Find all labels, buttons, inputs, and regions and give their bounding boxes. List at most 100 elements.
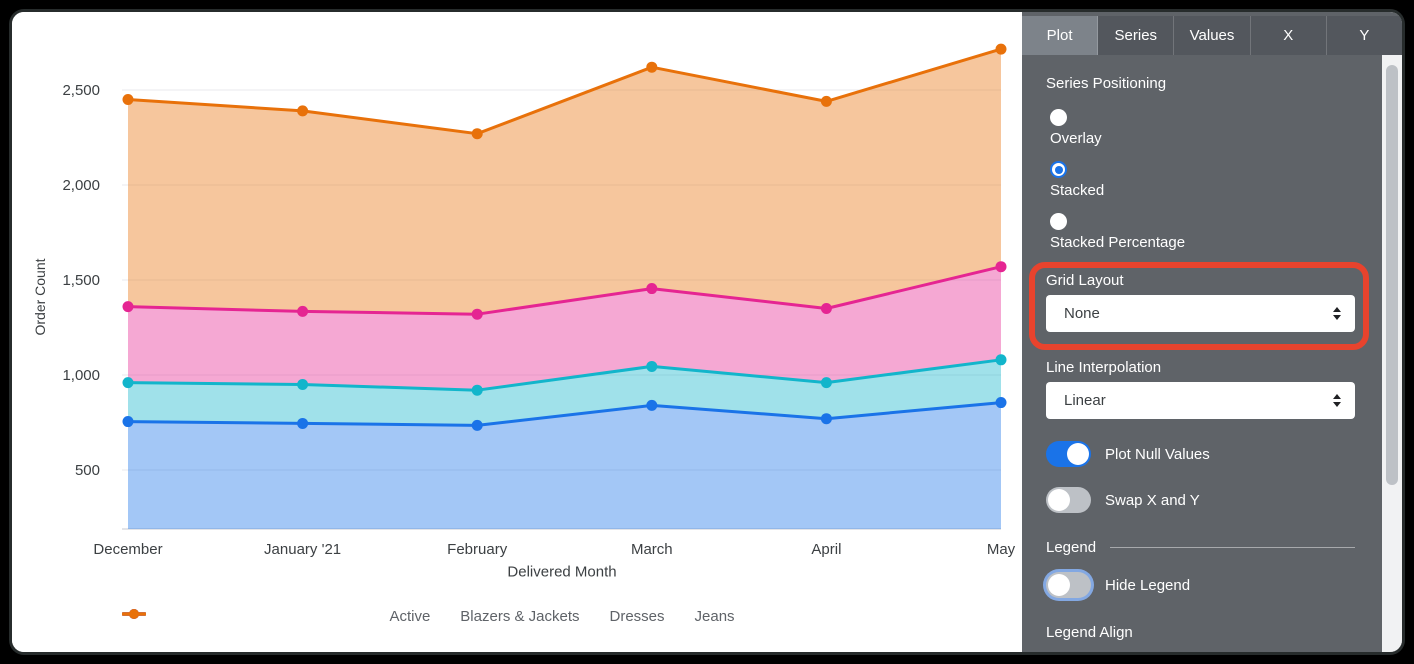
radio-stacked[interactable] [1050, 161, 1067, 178]
data-point-blazers-jackets[interactable] [820, 377, 832, 389]
y-tick-label: 2,000 [62, 177, 100, 194]
data-point-jeans[interactable] [122, 94, 134, 105]
data-point-active[interactable] [820, 413, 832, 425]
panel-scrollbar-track[interactable] [1382, 55, 1402, 652]
hide-legend-label: Hide Legend [1105, 576, 1191, 594]
swap-x-y-toggle[interactable] [1046, 487, 1091, 513]
grid-layout-label: Grid Layout [1046, 272, 1124, 289]
data-point-blazers-jackets[interactable] [471, 384, 483, 396]
y-axis-title: Order Count [32, 258, 48, 336]
plot-null-values-row: Plot Null Values [1046, 441, 1210, 467]
area-band-dresses [128, 266, 1001, 391]
legend-item-blazers-jackets[interactable]: Blazers & Jackets [122, 608, 580, 625]
data-point-jeans[interactable] [646, 61, 658, 73]
panel-tabs: Plot Series Values X Y [1022, 16, 1402, 55]
chart-legend: Active Blazers & Jackets Dresses Jeans [122, 608, 1002, 625]
radio-stacked-percentage[interactable] [1050, 213, 1067, 230]
data-point-active[interactable] [646, 399, 658, 411]
chart-canvas: 2,500 2,000 1,500 1,000 500 December January '… [62, 43, 1016, 558]
toggle-knob [1067, 443, 1089, 465]
radio-option-overlay: Overlay [1050, 109, 1185, 148]
line-interpolation-label: Line Interpolation [1046, 359, 1162, 376]
data-point-blazers-jackets[interactable] [297, 379, 309, 390]
updown-arrows-icon [1333, 394, 1341, 407]
x-tick-label: March [631, 541, 673, 558]
legend-item-jeans[interactable]: Jeans [122, 608, 735, 625]
y-tick-label: 500 [75, 462, 100, 479]
series-positioning-options: Overlay Stacked Stacked Percentage [1050, 109, 1185, 265]
x-tick-label: December [93, 541, 162, 558]
legend-label: Dresses [609, 608, 665, 625]
radio-label-stacked[interactable]: Stacked [1050, 182, 1105, 199]
settings-panel: Plot Series Values X Y Series Positioning Ov… [1022, 12, 1402, 652]
series-line-active [126, 401, 1003, 427]
series-line-jeans [126, 47, 1003, 136]
x-tick-label: February [447, 541, 508, 558]
data-point-dresses[interactable] [471, 308, 483, 320]
plot-null-values-toggle[interactable] [1046, 441, 1091, 467]
x-tick-label: May [987, 541, 1016, 558]
data-point-active[interactable] [471, 419, 483, 431]
radio-option-stacked: Stacked [1050, 161, 1185, 200]
radio-option-stacked-percentage: Stacked Percentage [1050, 213, 1185, 252]
area-band-active [128, 402, 1001, 529]
area-band-blazers-jackets [128, 359, 1001, 426]
grid-layout-select[interactable]: None [1046, 295, 1355, 332]
series-line-blazers-jackets [126, 358, 1003, 392]
y-tick-label: 2,500 [62, 82, 100, 99]
app-window: 2,500 2,000 1,500 1,000 500 December January '… [12, 12, 1402, 652]
legend-align-label: Legend Align [1046, 624, 1133, 641]
panel-scrollbar-thumb[interactable] [1386, 65, 1398, 485]
data-point-blazers-jackets[interactable] [995, 354, 1007, 366]
series-line-dresses [126, 265, 1003, 316]
tab-series[interactable]: Series [1098, 16, 1175, 55]
data-point-jeans[interactable] [297, 105, 309, 117]
data-point-active[interactable] [995, 397, 1007, 409]
legend-marker-icon [122, 609, 146, 619]
area-band-jeans [128, 49, 1001, 315]
legend-item-dresses[interactable]: Dresses [122, 608, 665, 625]
toggle-knob [1048, 489, 1070, 511]
data-point-dresses[interactable] [297, 305, 309, 317]
line-interpolation-select[interactable]: Linear [1046, 382, 1355, 419]
x-tick-label: January '21 [264, 541, 341, 558]
data-point-jeans[interactable] [471, 128, 483, 140]
swap-x-y-row: Swap X and Y [1046, 487, 1200, 513]
toggle-knob [1048, 574, 1070, 596]
data-point-jeans[interactable] [995, 43, 1007, 55]
data-point-dresses[interactable] [646, 283, 658, 295]
radio-overlay[interactable] [1050, 109, 1067, 126]
legend-section-title: Legend [1046, 539, 1097, 556]
swap-x-y-label: Swap X and Y [1105, 491, 1200, 509]
tab-values[interactable]: Values [1174, 16, 1251, 55]
radio-label-stacked-percentage[interactable]: Stacked Percentage [1050, 234, 1186, 251]
y-tick-label: 1,000 [62, 367, 100, 384]
updown-arrows-icon [1333, 307, 1341, 320]
data-point-blazers-jackets[interactable] [122, 377, 134, 389]
data-point-active[interactable] [122, 416, 134, 428]
legend-label: Blazers & Jackets [460, 608, 580, 625]
legend-item-active[interactable]: Active [122, 608, 431, 625]
series-positioning-label: Series Positioning [1046, 75, 1167, 92]
tab-x[interactable]: X [1251, 16, 1327, 55]
radio-label-overlay[interactable]: Overlay [1050, 130, 1102, 147]
data-point-blazers-jackets[interactable] [646, 360, 658, 372]
data-point-active[interactable] [297, 417, 309, 429]
hide-legend-row: Hide Legend [1046, 572, 1190, 598]
legend-section-header: Legend [1046, 539, 1355, 556]
tab-y[interactable]: Y [1359, 27, 1370, 44]
hide-legend-toggle[interactable] [1046, 572, 1091, 598]
legend-label: Active [389, 608, 431, 625]
plot-null-values-label: Plot Null Values [1105, 445, 1210, 463]
data-point-dresses[interactable] [122, 301, 134, 313]
data-point-jeans[interactable] [820, 95, 832, 107]
grid-layout-value: None [1064, 305, 1100, 322]
x-tick-label: April [811, 541, 841, 558]
data-point-dresses[interactable] [820, 303, 832, 314]
tab-plot[interactable]: Plot [1022, 16, 1099, 55]
section-divider [1110, 547, 1355, 548]
data-point-dresses[interactable] [995, 261, 1007, 273]
x-axis-title: Delivered Month [507, 563, 617, 581]
chart-pane: 2,500 2,000 1,500 1,000 500 December January '… [12, 12, 1022, 652]
line-interpolation-value: Linear [1064, 392, 1106, 409]
